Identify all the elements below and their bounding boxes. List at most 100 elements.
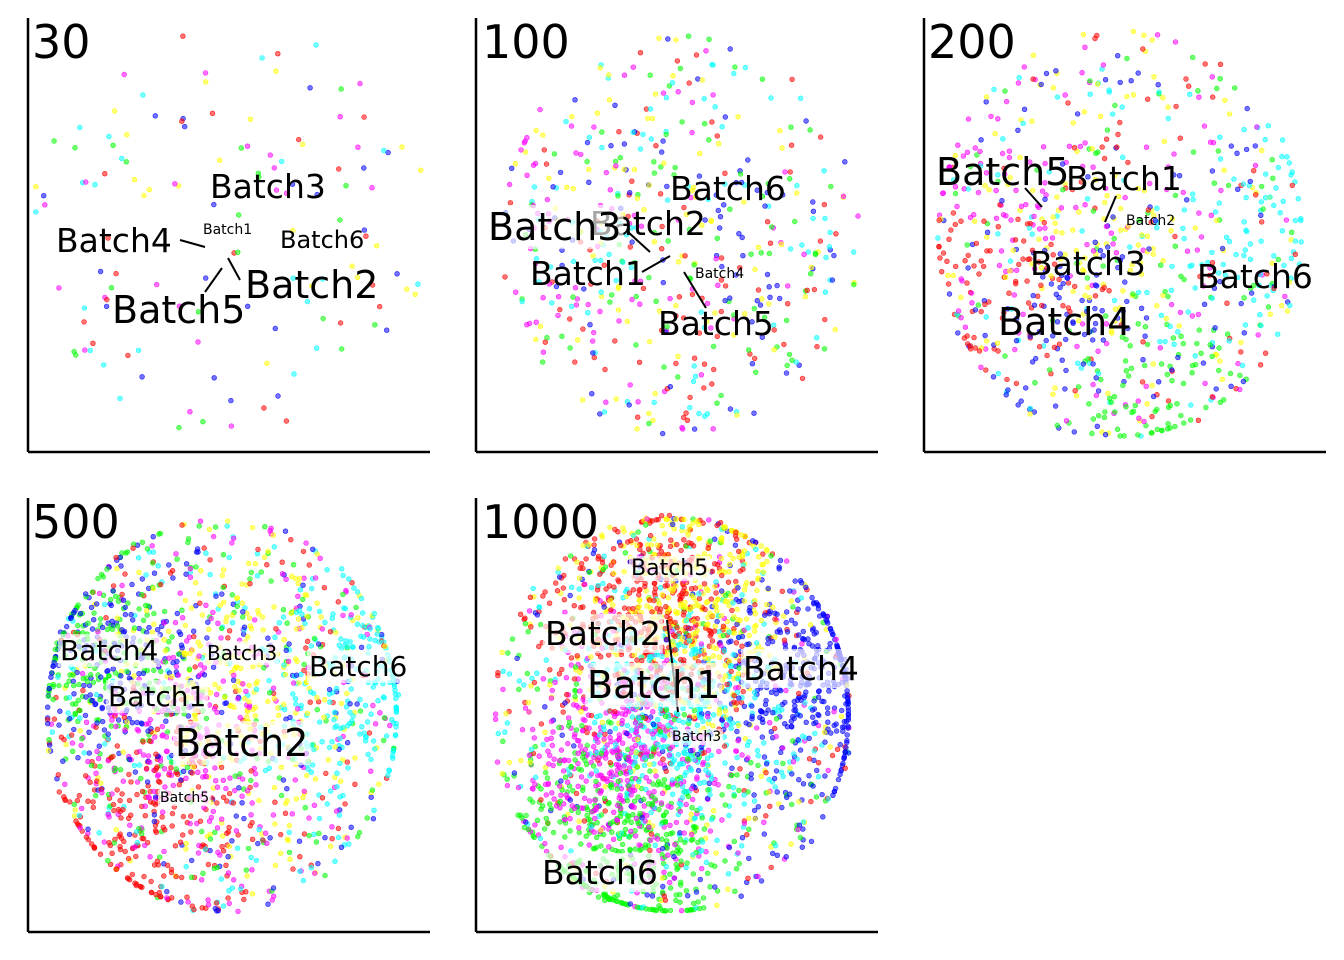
- point-batch2: [121, 71, 127, 78]
- point-batch4: [86, 729, 92, 735]
- point-batch3: [334, 770, 340, 776]
- point-batch1: [63, 741, 69, 748]
- point-batch2: [79, 670, 86, 677]
- point-batch1: [349, 263, 355, 269]
- point-batch2: [580, 716, 586, 723]
- point-batch4: [385, 149, 391, 156]
- point-batch1: [246, 560, 252, 566]
- point-batch5: [658, 327, 665, 333]
- point-batch3: [348, 686, 354, 692]
- point-batch6: [544, 775, 551, 781]
- point-batch2: [228, 423, 235, 429]
- point-batch3: [1284, 154, 1290, 160]
- point-batch3: [766, 776, 772, 783]
- point-batch4: [71, 726, 77, 733]
- point-batch5: [936, 217, 942, 223]
- point-batch4: [110, 666, 116, 672]
- point-batch6: [714, 400, 720, 406]
- point-batch5: [80, 687, 86, 694]
- point-batch2: [1157, 345, 1164, 351]
- point-batch6: [51, 138, 57, 144]
- point-batch1: [1073, 393, 1080, 399]
- point-batch3: [65, 710, 71, 716]
- point-batch5: [1101, 284, 1107, 291]
- point-batch4: [286, 641, 292, 647]
- point-batch3: [349, 718, 355, 724]
- point-batch4: [326, 686, 333, 693]
- point-batch4: [63, 623, 70, 630]
- point-batch5: [169, 810, 176, 817]
- point-batch6: [640, 796, 647, 802]
- point-batch3: [687, 404, 693, 411]
- point-batch4: [270, 885, 277, 891]
- point-batch1: [190, 764, 196, 770]
- point-batch4: [60, 758, 66, 764]
- point-batch2: [249, 800, 255, 806]
- point-batch6: [1189, 370, 1195, 376]
- point-batch5: [164, 862, 171, 868]
- point-batch5: [971, 334, 977, 341]
- point-batch6: [1275, 256, 1282, 263]
- point-batch4: [556, 574, 563, 580]
- point-batch3: [1188, 402, 1194, 408]
- point-batch5: [114, 743, 121, 749]
- point-batch4: [122, 611, 129, 618]
- point-batch3: [1243, 194, 1249, 201]
- point-batch5: [681, 537, 687, 543]
- point-batch1: [621, 166, 627, 173]
- point-batch1: [613, 396, 619, 402]
- point-batch4: [713, 192, 719, 198]
- point-batch1: [182, 597, 189, 604]
- point-batch4: [813, 767, 820, 774]
- point-batch3: [1154, 205, 1160, 211]
- point-batch4: [1094, 423, 1101, 429]
- point-batch5: [1257, 362, 1264, 368]
- point-batch5: [296, 136, 302, 143]
- point-batch1: [1059, 230, 1065, 236]
- point-batch2: [1207, 139, 1214, 145]
- point-batch3: [1029, 231, 1035, 237]
- point-batch6: [380, 737, 387, 744]
- point-batch4: [511, 770, 518, 776]
- point-batch6: [975, 302, 981, 308]
- point-batch1: [615, 285, 621, 291]
- point-batch1: [696, 602, 702, 609]
- point-batch5: [226, 790, 233, 797]
- point-batch2: [621, 72, 628, 78]
- point-batch3: [1250, 297, 1257, 303]
- point-batch5: [768, 864, 774, 871]
- point-batch2: [183, 775, 189, 781]
- point-batch4: [315, 860, 321, 867]
- point-batch1: [404, 286, 410, 292]
- point-batch3: [710, 712, 717, 718]
- point-batch1: [321, 714, 327, 720]
- point-batch2: [577, 151, 584, 158]
- point-batch5: [771, 327, 777, 333]
- point-batch4: [733, 272, 739, 278]
- point-batch2: [1237, 386, 1243, 393]
- point-batch5: [130, 545, 136, 551]
- point-batch5: [121, 714, 128, 721]
- point-batch2: [755, 873, 761, 880]
- point-batch1: [33, 184, 39, 190]
- point-batch1: [182, 651, 188, 658]
- point-batch4: [384, 327, 390, 333]
- point-batch3: [202, 846, 209, 852]
- point-batch5: [566, 316, 573, 322]
- point-batch4: [664, 183, 670, 190]
- point-batch3: [81, 750, 88, 756]
- point-batch5: [73, 818, 79, 824]
- point-batch5: [189, 770, 195, 776]
- point-batch5: [76, 792, 83, 799]
- point-batch3: [1243, 228, 1250, 235]
- point-batch6: [1154, 406, 1160, 413]
- point-batch2: [289, 811, 295, 817]
- point-batch5: [542, 339, 548, 345]
- point-batch5: [113, 866, 119, 872]
- point-batch3: [790, 751, 797, 757]
- point-batch2: [214, 691, 220, 698]
- point-batch4: [130, 617, 136, 623]
- point-batch6: [524, 670, 531, 677]
- point-batch4: [1042, 196, 1048, 203]
- point-batch1: [1029, 118, 1035, 124]
